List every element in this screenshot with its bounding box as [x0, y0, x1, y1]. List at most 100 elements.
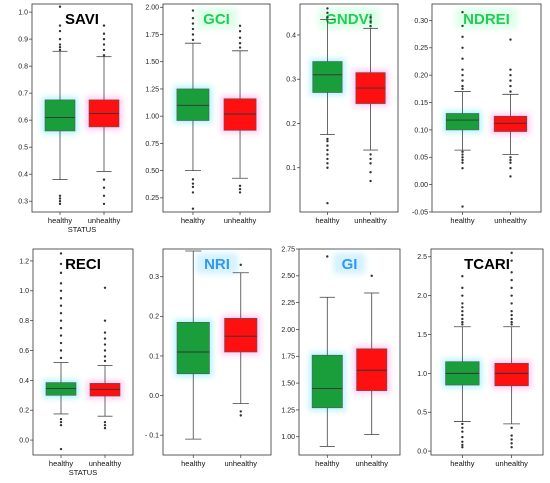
y-tick-label: 0.15 [414, 100, 428, 107]
y-tick-label: 2.75 [281, 246, 295, 253]
outlier-point [510, 320, 513, 324]
outlier-point [239, 410, 242, 413]
outlier-point [510, 278, 513, 282]
outlier-point [58, 46, 62, 49]
outlier-point [461, 87, 464, 91]
outlier-point [238, 36, 242, 39]
outlier-point [510, 434, 513, 437]
iqr-box [493, 115, 528, 132]
box-healthy [442, 275, 483, 449]
axes-frame [299, 3, 399, 213]
outlier-point [510, 271, 513, 274]
outlier-point [370, 274, 373, 278]
outlier-point [102, 194, 106, 197]
y-tick-label: 0.25 [145, 195, 159, 202]
outlier-point [509, 167, 512, 170]
iqr-box [494, 362, 529, 387]
y-tick-label: 1.5 [417, 332, 427, 339]
outlier-point [461, 150, 464, 153]
outlier-point [103, 286, 107, 290]
iqr-box [445, 113, 480, 131]
box-healthy [174, 250, 213, 440]
outlier-point [59, 271, 63, 275]
axes-frame [162, 3, 271, 213]
outlier-point [59, 297, 63, 300]
x-tick-label: unhealthy [89, 459, 122, 468]
box-unhealthy [86, 24, 122, 206]
outlier-point [102, 24, 106, 27]
outlier-point [461, 422, 464, 426]
outlier-point [191, 27, 195, 31]
outlier-point [510, 317, 513, 321]
outlier-point [461, 153, 464, 156]
outlier-point [103, 337, 107, 340]
outlier-point [191, 22, 195, 25]
outlier-point [461, 435, 464, 439]
outlier-point [58, 199, 62, 203]
chart-panel-gi: 1.00 1.25 1.50 1.75 2.00 2.25 2.50 2.75 GI health… [281, 246, 401, 468]
outlier-point [461, 57, 464, 60]
y-tick-label: 0.00 [414, 182, 428, 189]
outlier-point [103, 426, 107, 430]
outlier-point [59, 282, 63, 285]
outlier-point [102, 202, 106, 206]
chart-panel-tcari: 0.0 0.5 1.0 1.5 2.0 2.5 TCARI healthy unhealthy [417, 248, 544, 468]
outlier-point [191, 207, 195, 210]
outlier-point [103, 319, 107, 322]
iqr-box [176, 88, 210, 121]
outlier-point [326, 7, 329, 10]
y-tick-label: 1.25 [145, 86, 159, 93]
chart-title: NRI [204, 256, 230, 273]
outlier-point [191, 9, 195, 12]
iqr-box [311, 354, 343, 409]
box-unhealthy [221, 263, 260, 417]
y-tick-label: 0.4 [286, 32, 296, 39]
box-healthy [43, 252, 79, 451]
outlier-point [369, 16, 372, 19]
y-tick-label: 1.50 [281, 381, 295, 388]
y-tick-label: 0.30 [414, 18, 428, 25]
outlier-point [59, 447, 63, 451]
outlier-point [59, 356, 63, 360]
outlier-point [326, 139, 329, 143]
outlier-point [103, 359, 107, 363]
x-tick-label: healthy [450, 459, 474, 468]
outlier-point [59, 349, 63, 352]
outlier-point [326, 153, 329, 156]
outlier-point [58, 24, 62, 27]
outlier-point [58, 48, 62, 52]
outlier-point [509, 161, 512, 164]
iqr-box [312, 61, 343, 93]
y-tick-label: 0.10 [414, 127, 428, 134]
outlier-point [510, 313, 513, 317]
outlier-point [326, 11, 329, 15]
box-healthy [173, 9, 213, 210]
outlier-point [461, 46, 464, 49]
y-tick-label: 0.1 [149, 353, 159, 360]
outlier-point [509, 84, 512, 88]
outlier-point [461, 306, 464, 309]
y-tick-label: 0.75 [145, 141, 159, 148]
title-glow [455, 8, 518, 29]
y-tick-label: 0.20 [414, 73, 428, 80]
outlier-point [326, 255, 329, 258]
title-glow [318, 8, 380, 29]
outlier-point [461, 205, 464, 208]
box-unhealthy [87, 286, 123, 430]
outlier-point [369, 179, 372, 183]
x-tick-label: unhealthy [88, 216, 121, 225]
chart-title: GCI [203, 11, 230, 28]
outlier-point [510, 426, 513, 429]
title-glow [196, 253, 238, 274]
y-tick-label: 0.9 [18, 37, 28, 44]
y-tick-label: 2.0 [417, 293, 427, 300]
outlier-point [191, 16, 195, 20]
axes-frame [32, 248, 134, 456]
outlier-point [510, 438, 513, 441]
outlier-point [59, 289, 63, 292]
outlier-point [510, 323, 513, 326]
outlier-point [326, 201, 329, 205]
box-unhealthy [352, 16, 389, 183]
outlier-point [461, 68, 464, 71]
outlier-point [103, 420, 107, 424]
